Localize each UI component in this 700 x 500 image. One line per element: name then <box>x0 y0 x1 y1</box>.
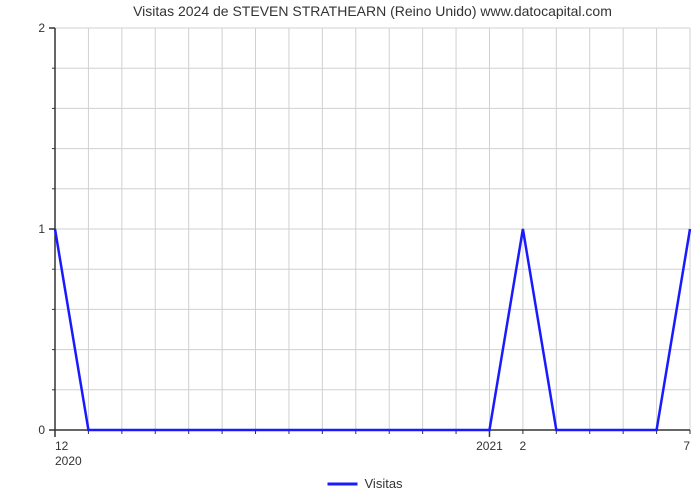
grid <box>55 28 690 430</box>
series-line-visitas <box>55 229 690 430</box>
legend-label: Visitas <box>365 476 404 491</box>
svg-text:2021: 2021 <box>476 439 503 453</box>
svg-text:2020: 2020 <box>55 454 82 468</box>
chart-title: Visitas 2024 de STEVEN STRATHEARN (Reino… <box>133 3 612 19</box>
line-chart: Visitas 2024 de STEVEN STRATHEARN (Reino… <box>0 0 700 500</box>
y-axis-ticks: 0 1 2 <box>38 21 55 437</box>
legend: Visitas <box>328 476 404 491</box>
svg-text:1: 1 <box>38 222 45 236</box>
svg-text:7: 7 <box>683 439 690 453</box>
chart-container: Visitas 2024 de STEVEN STRATHEARN (Reino… <box>0 0 700 500</box>
svg-text:2: 2 <box>520 439 527 453</box>
svg-text:2: 2 <box>38 21 45 35</box>
svg-text:0: 0 <box>38 423 45 437</box>
svg-text:12: 12 <box>55 439 69 453</box>
x-axis-ticks: 122020 2021 2 7 <box>55 430 690 468</box>
